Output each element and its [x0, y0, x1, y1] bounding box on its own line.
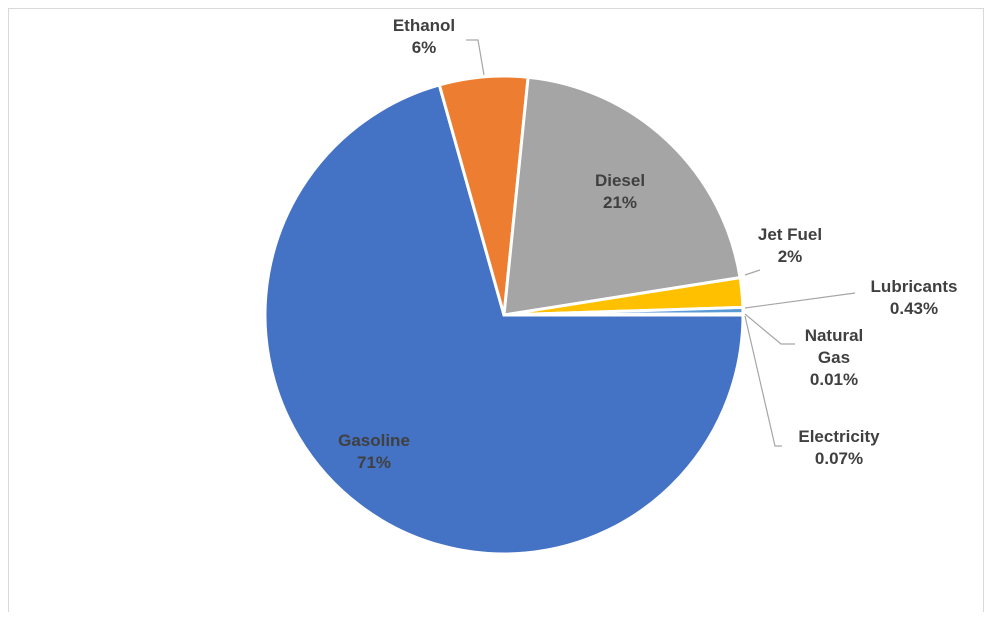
data-label-name: Gasoline — [338, 431, 410, 450]
data-label-value: 71% — [357, 453, 391, 472]
data-label-value: 6% — [412, 38, 437, 57]
chart-area — [8, 8, 984, 612]
leader-line-jet-fuel — [744, 269, 761, 276]
data-label-name: Diesel — [595, 171, 645, 190]
data-label-gasoline: Gasoline 71% — [338, 431, 410, 472]
leader-line-electricity — [744, 315, 782, 447]
data-label-name: Lubricants — [871, 277, 958, 296]
data-label-jet-fuel: Jet Fuel 2% — [758, 225, 822, 266]
data-label-value: 0.07% — [815, 449, 863, 468]
data-label-name: Natural — [805, 326, 864, 345]
data-label-name: Electricity — [798, 427, 880, 446]
data-label-value: 0.43% — [890, 299, 938, 318]
data-label-value: 21% — [603, 193, 637, 212]
data-label-name: Gas — [818, 348, 850, 367]
data-label-name: Jet Fuel — [758, 225, 822, 244]
data-label-name: Ethanol — [393, 16, 455, 35]
leader-line-ethanol — [466, 39, 485, 76]
data-label-electricity: Electricity 0.07% — [798, 427, 880, 468]
leader-line-natural-gas — [744, 313, 795, 345]
pie-slice-diesel — [502, 75, 742, 317]
data-label-diesel: Diesel 21% — [595, 171, 645, 212]
data-label-value: 0.01% — [810, 370, 858, 389]
pie-slice-gasoline — [263, 83, 745, 556]
data-label-natural-gas: Natural Gas 0.01% — [805, 326, 864, 389]
pie-slice-electricity — [502, 312, 745, 317]
leader-line-lubricants — [744, 292, 856, 309]
data-label-lubricants: Lubricants 0.43% — [871, 277, 958, 318]
data-label-value: 2% — [778, 247, 803, 266]
data-label-ethanol: Ethanol 6% — [393, 16, 455, 57]
